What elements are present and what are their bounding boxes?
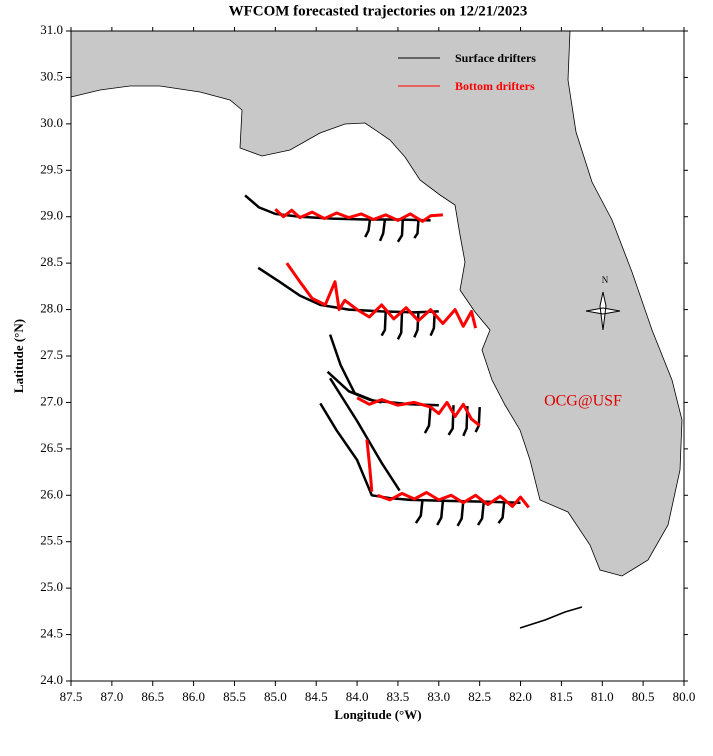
- y-tick-label: 29.5: [40, 161, 63, 176]
- trajectory: [257, 266, 439, 314]
- trajectory: [378, 219, 387, 242]
- compass-rose: [585, 291, 621, 331]
- x-tick-label: 83.0: [427, 689, 450, 704]
- x-tick-label: 82.0: [509, 689, 532, 704]
- chart-title: WFCOM forecasted trajectories on 12/21/2…: [229, 3, 528, 19]
- x-tick-label: 84.0: [346, 689, 369, 704]
- annotation: OCG@USF: [544, 393, 622, 410]
- y-tick-label: 26.0: [40, 486, 63, 501]
- trajectory: [396, 219, 405, 243]
- y-tick-label: 24.0: [40, 672, 63, 687]
- land: [70, 30, 683, 577]
- x-tick-label: 83.5: [387, 689, 410, 704]
- y-tick-label: 25.5: [40, 533, 63, 548]
- y-tick-label: 27.5: [40, 347, 63, 362]
- trajectory: [329, 377, 401, 492]
- trajectory: [376, 491, 530, 509]
- trajectory: [414, 499, 424, 524]
- trajectory: [319, 402, 521, 504]
- legend-label: Bottom drifters: [455, 79, 535, 93]
- x-tick-label: 85.5: [223, 689, 246, 704]
- y-tick-label: 26.5: [40, 440, 63, 455]
- trajectory: [474, 407, 481, 433]
- x-tick-label: 81.0: [591, 689, 614, 704]
- y-axis-label: Latitude (°N): [11, 319, 26, 393]
- compass: N: [585, 275, 621, 331]
- trajectory: [285, 262, 478, 329]
- y-tick-label: 28.0: [40, 301, 63, 316]
- x-tick-label: 85.0: [264, 689, 287, 704]
- x-tick-label: 86.5: [141, 689, 164, 704]
- y-tick-label: 27.0: [40, 393, 63, 408]
- trajectory: [413, 220, 420, 239]
- trajectory: [365, 439, 374, 492]
- trajectory: [456, 500, 465, 527]
- compass-label: N: [602, 275, 609, 285]
- trajectory: [328, 334, 439, 407]
- x-tick-label: 84.5: [305, 689, 328, 704]
- trajectory: [497, 501, 506, 524]
- y-tick-label: 30.5: [40, 68, 63, 83]
- y-tick-label: 28.5: [40, 254, 63, 269]
- x-tick-label: 82.5: [468, 689, 491, 704]
- trajectory: [436, 500, 445, 526]
- trajectory: [396, 312, 404, 340]
- legend-label: Surface drifters: [455, 51, 536, 65]
- trajectory: [274, 208, 444, 223]
- keys: [519, 606, 583, 629]
- x-tick-label: 87.5: [60, 689, 83, 704]
- trajectory: [356, 396, 481, 427]
- x-tick-label: 80.5: [632, 689, 655, 704]
- trajectory: [423, 405, 432, 434]
- trajectory: [476, 501, 486, 526]
- x-tick-label: 87.0: [100, 689, 123, 704]
- x-tick-label: 80.0: [673, 689, 696, 704]
- trajectory: [429, 311, 436, 337]
- trajectory: [380, 311, 387, 337]
- x-tick-label: 81.5: [550, 689, 573, 704]
- trajectory: [364, 218, 372, 238]
- y-tick-label: 30.0: [40, 115, 63, 130]
- x-tick-label: 86.0: [182, 689, 205, 704]
- y-tick-label: 31.0: [40, 22, 63, 37]
- y-tick-label: 29.0: [40, 208, 63, 223]
- x-axis-label: Longitude (°W): [334, 707, 421, 722]
- y-tick-label: 25.0: [40, 579, 63, 594]
- y-tick-label: 24.5: [40, 626, 63, 641]
